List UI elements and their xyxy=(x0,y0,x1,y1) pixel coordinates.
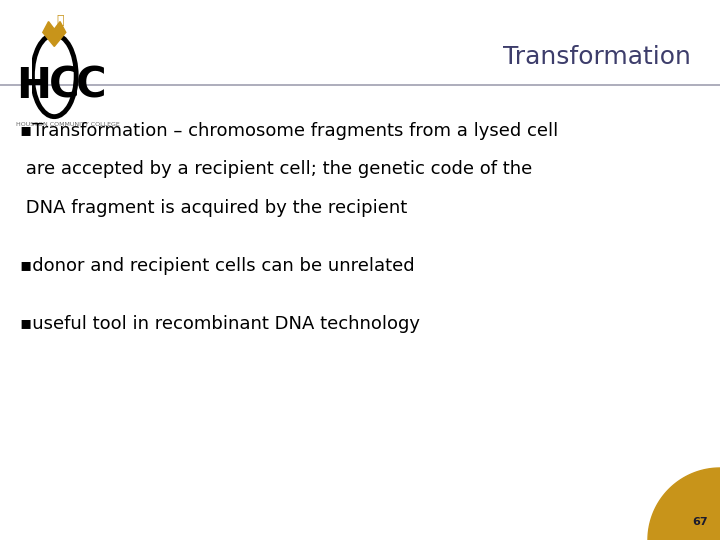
Text: are accepted by a recipient cell; the genetic code of the: are accepted by a recipient cell; the ge… xyxy=(20,160,532,178)
Text: 🦅: 🦅 xyxy=(56,14,63,26)
Text: 67: 67 xyxy=(692,517,708,527)
Text: ▪useful tool in recombinant DNA technology: ▪useful tool in recombinant DNA technolo… xyxy=(20,315,420,333)
Polygon shape xyxy=(648,468,720,540)
Text: C: C xyxy=(76,65,107,107)
Text: HOUSTON COMMUNITY COLLEGE: HOUSTON COMMUNITY COLLEGE xyxy=(16,122,120,126)
Text: DNA fragment is acquired by the recipient: DNA fragment is acquired by the recipien… xyxy=(20,199,408,217)
Text: H: H xyxy=(16,65,51,107)
Polygon shape xyxy=(42,22,66,46)
Text: C: C xyxy=(49,65,80,107)
Text: Transformation: Transformation xyxy=(503,45,691,69)
Text: ▪donor and recipient cells can be unrelated: ▪donor and recipient cells can be unrela… xyxy=(20,257,415,275)
Text: ▪Transformation – chromosome fragments from a lysed cell: ▪Transformation – chromosome fragments f… xyxy=(20,122,559,139)
